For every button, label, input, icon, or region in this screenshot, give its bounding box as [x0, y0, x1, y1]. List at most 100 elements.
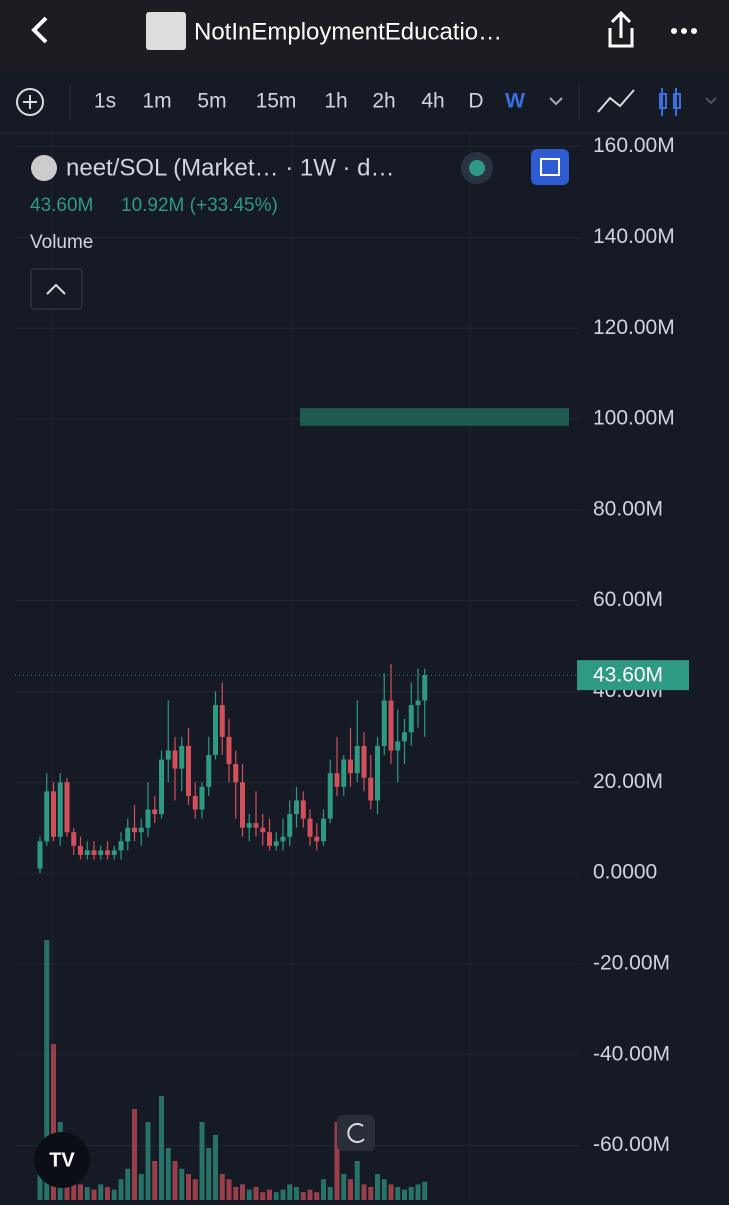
candle-body	[226, 736, 232, 765]
candle-body	[354, 745, 360, 774]
reset-icon	[347, 1123, 365, 1143]
volume-bar	[348, 1179, 353, 1200]
volume-bar	[206, 1148, 212, 1200]
timeframe[interactable]: 1s	[94, 90, 116, 113]
symbol-title: neet/SOL (Market… · 1W · d…	[66, 154, 395, 181]
line-chart-button[interactable]	[597, 89, 635, 113]
candle-body	[341, 759, 347, 787]
y-tick-label: 120.00M	[593, 316, 675, 339]
candle-body	[294, 800, 299, 815]
volume-bar	[219, 1174, 225, 1200]
candle-body	[348, 759, 353, 774]
timeframe[interactable]: 1h	[324, 90, 347, 113]
volume-bar	[314, 1192, 320, 1200]
candle-body	[267, 832, 272, 846]
volume-bar	[125, 1168, 131, 1200]
status-dot	[469, 160, 485, 176]
fullscreen-button[interactable]	[531, 149, 569, 185]
collapse-button[interactable]	[30, 268, 83, 310]
add-indicator[interactable]	[16, 88, 44, 116]
volume-bar	[280, 1189, 286, 1200]
y-tick-label: 140.00M	[593, 225, 675, 248]
volume-bar	[273, 1192, 279, 1200]
candle-body	[287, 814, 293, 837]
candle-body	[402, 732, 407, 742]
candle-body	[44, 791, 50, 842]
y-tick-label: 160.00M	[593, 134, 675, 157]
reset-button[interactable]	[337, 1115, 375, 1151]
volume-bar	[145, 1122, 151, 1200]
candle-body	[240, 782, 245, 828]
timeframe[interactable]: D	[468, 90, 483, 113]
candle-body	[395, 741, 401, 751]
grid	[15, 133, 580, 1200]
volume-bar	[51, 1044, 56, 1200]
timeframe[interactable]: 15m	[256, 90, 297, 113]
volume-bar	[375, 1174, 380, 1200]
candle-body	[206, 755, 212, 787]
candle-body	[233, 764, 239, 783]
timeframe[interactable]: 4h	[421, 90, 444, 113]
volume-bar	[37, 1174, 43, 1200]
volume-bar	[44, 940, 50, 1200]
volume-bar	[78, 1184, 83, 1200]
candle-body	[138, 827, 144, 833]
volume-bar	[294, 1187, 299, 1200]
y-tick-label: 0.0000	[593, 861, 657, 884]
last-price-label: 43.60M	[593, 664, 663, 687]
price-zone	[300, 408, 569, 426]
type-dropdown[interactable]	[705, 97, 717, 105]
candle-body	[260, 827, 266, 833]
volume-bar	[165, 1148, 171, 1200]
candle-body	[246, 823, 252, 828]
volume-bar	[267, 1189, 272, 1200]
volume-bar	[105, 1187, 110, 1200]
candle-body	[273, 841, 279, 846]
timeframe[interactable]: 2h	[372, 90, 395, 113]
timeframe[interactable]: W	[505, 90, 525, 113]
volume-bar	[186, 1174, 191, 1200]
candle-body	[199, 786, 205, 810]
top-bar	[0, 0, 729, 70]
volume-bar	[246, 1189, 252, 1200]
timeframe-dropdown[interactable]	[549, 97, 563, 106]
candle-body	[314, 836, 320, 842]
candle-body	[57, 782, 63, 837]
candle-body	[51, 791, 56, 837]
candle-chart-button[interactable]	[659, 88, 681, 116]
y-tick-label: -20.00M	[593, 951, 670, 974]
candle-body	[84, 850, 90, 855]
candle-body	[307, 818, 313, 837]
candle-body	[78, 845, 83, 855]
volume-bar	[321, 1179, 326, 1200]
volume-bar	[388, 1184, 394, 1200]
candle-body	[172, 750, 178, 769]
candle-body	[300, 800, 306, 819]
share-button[interactable]	[608, 10, 634, 48]
back-button[interactable]	[31, 16, 48, 44]
candle-body	[375, 745, 380, 801]
volume-bar	[327, 1187, 333, 1200]
more-button[interactable]	[671, 28, 697, 34]
candle-body	[125, 827, 131, 842]
timeframe[interactable]: 5m	[197, 90, 226, 113]
volume-bar	[402, 1189, 407, 1200]
volume-bar	[260, 1192, 266, 1200]
indicator-label: Volume	[30, 232, 93, 253]
candle-body	[165, 750, 171, 760]
volume-bar	[334, 1122, 340, 1200]
candle-body	[213, 705, 218, 756]
volume-bar	[172, 1161, 178, 1200]
candle-body	[64, 782, 70, 833]
timeframe[interactable]: 1m	[142, 90, 171, 113]
fullscreen-icon	[540, 158, 560, 176]
volume-bar	[159, 1096, 164, 1200]
candle-body	[280, 836, 286, 842]
candle-body	[368, 777, 374, 801]
candle-body	[159, 759, 164, 815]
candle-body	[132, 827, 137, 833]
volume-bar	[422, 1181, 428, 1200]
volume-bar	[152, 1161, 158, 1200]
volume-bar	[118, 1179, 124, 1200]
candle-body	[91, 850, 97, 855]
